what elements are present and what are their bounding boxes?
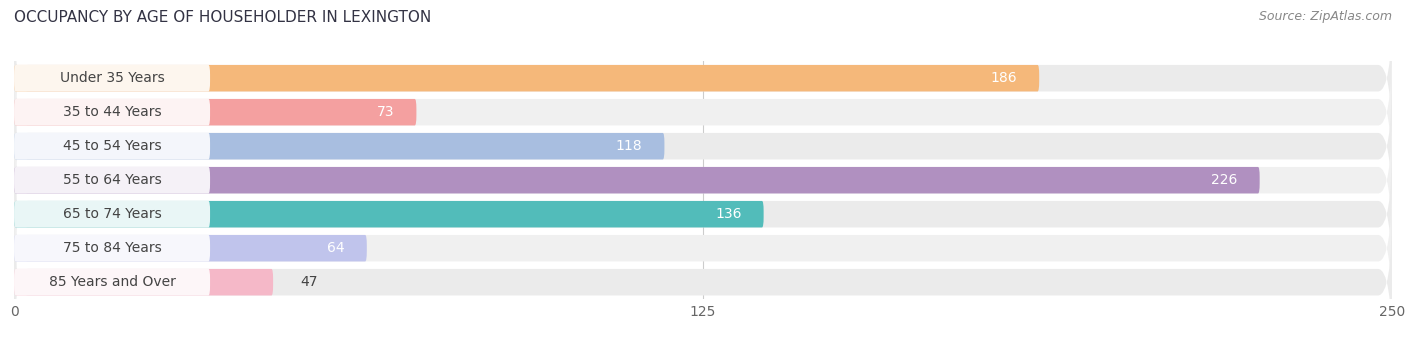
FancyBboxPatch shape <box>14 99 209 125</box>
Text: 65 to 74 Years: 65 to 74 Years <box>63 207 162 221</box>
FancyBboxPatch shape <box>14 40 1392 185</box>
Text: 45 to 54 Years: 45 to 54 Years <box>63 139 162 153</box>
Text: 186: 186 <box>991 71 1017 85</box>
Text: 47: 47 <box>301 275 318 289</box>
FancyBboxPatch shape <box>14 6 1392 151</box>
FancyBboxPatch shape <box>14 167 209 193</box>
Text: 136: 136 <box>716 207 741 221</box>
FancyBboxPatch shape <box>14 108 1392 253</box>
FancyBboxPatch shape <box>14 65 1039 91</box>
FancyBboxPatch shape <box>14 210 1392 340</box>
FancyBboxPatch shape <box>14 74 1392 219</box>
Text: 75 to 84 Years: 75 to 84 Years <box>63 241 162 255</box>
Text: Under 35 Years: Under 35 Years <box>59 71 165 85</box>
FancyBboxPatch shape <box>14 201 209 227</box>
Text: 35 to 44 Years: 35 to 44 Years <box>63 105 162 119</box>
FancyBboxPatch shape <box>14 235 367 261</box>
FancyBboxPatch shape <box>14 133 209 159</box>
FancyBboxPatch shape <box>14 235 209 261</box>
Text: 118: 118 <box>616 139 643 153</box>
FancyBboxPatch shape <box>14 176 1392 321</box>
FancyBboxPatch shape <box>14 167 1260 193</box>
FancyBboxPatch shape <box>14 133 665 159</box>
Text: 73: 73 <box>377 105 394 119</box>
FancyBboxPatch shape <box>14 269 273 295</box>
Text: 226: 226 <box>1211 173 1237 187</box>
Text: 64: 64 <box>328 241 344 255</box>
FancyBboxPatch shape <box>14 269 209 295</box>
FancyBboxPatch shape <box>14 99 416 125</box>
Text: Source: ZipAtlas.com: Source: ZipAtlas.com <box>1258 10 1392 23</box>
Text: OCCUPANCY BY AGE OF HOUSEHOLDER IN LEXINGTON: OCCUPANCY BY AGE OF HOUSEHOLDER IN LEXIN… <box>14 10 432 25</box>
FancyBboxPatch shape <box>14 201 763 227</box>
FancyBboxPatch shape <box>14 142 1392 287</box>
FancyBboxPatch shape <box>14 65 209 91</box>
Text: 85 Years and Over: 85 Years and Over <box>49 275 176 289</box>
Text: 55 to 64 Years: 55 to 64 Years <box>63 173 162 187</box>
